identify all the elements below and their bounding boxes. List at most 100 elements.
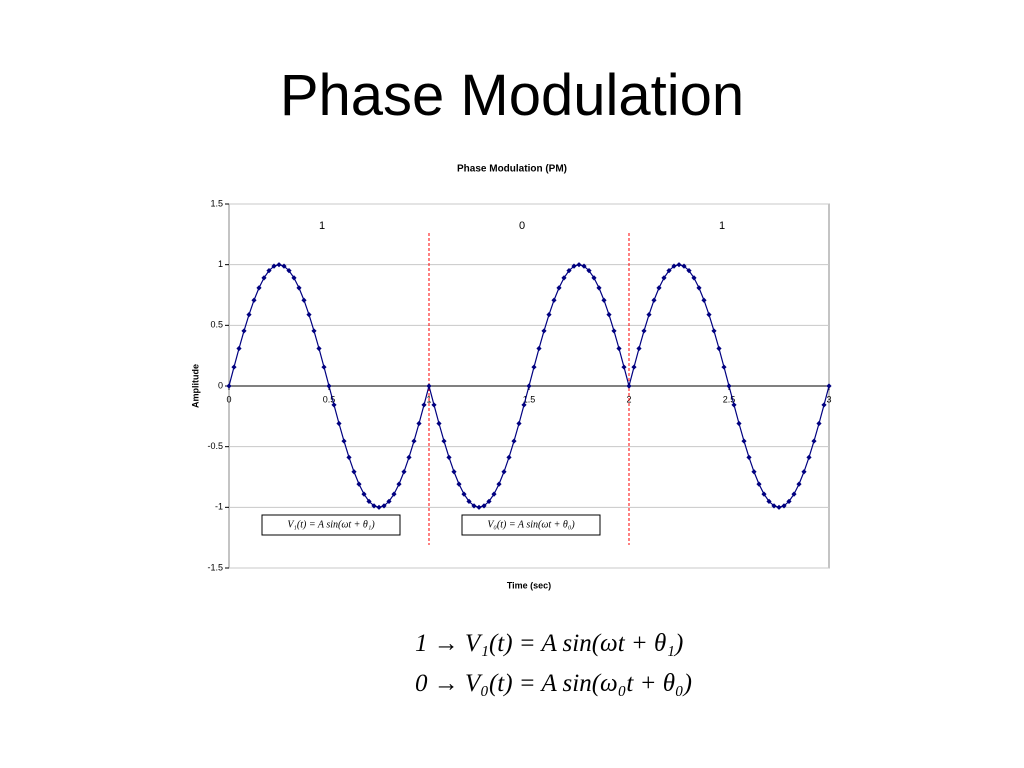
- data-point: [731, 402, 737, 408]
- data-point: [366, 498, 372, 504]
- box-equation: V₁(t) = A sin(ωt + θ₁): [287, 519, 375, 530]
- data-point: [321, 364, 327, 370]
- y-tick-label: 0: [218, 380, 223, 390]
- data-point: [346, 454, 352, 460]
- data-point: [401, 469, 407, 475]
- data-point: [606, 312, 612, 318]
- data-point: [651, 297, 657, 303]
- data-point: [711, 328, 717, 334]
- data-point: [576, 262, 582, 268]
- data-point: [751, 469, 757, 475]
- data-point: [676, 262, 682, 268]
- data-point: [701, 297, 707, 303]
- data-point: [756, 481, 762, 487]
- equation-box: [461, 514, 601, 536]
- data-point: [461, 491, 467, 497]
- bit-label: 0: [519, 220, 525, 232]
- data-point: [256, 285, 262, 291]
- data-point: [476, 504, 482, 510]
- data-point: [551, 297, 557, 303]
- data-point: [501, 469, 507, 475]
- bit-label: 1: [719, 220, 725, 232]
- data-point: [721, 364, 727, 370]
- data-point: [816, 420, 822, 427]
- y-tick-label: 0.5: [210, 320, 223, 330]
- data-point: [776, 504, 782, 510]
- equation: 1 → V₁(t) = A sin(ωt + θ₁): [415, 630, 684, 657]
- data-point: [706, 312, 712, 318]
- data-point: [806, 454, 812, 460]
- data-point: [746, 454, 752, 460]
- data-point: [421, 402, 427, 408]
- data-point: [386, 498, 392, 504]
- data-point: [526, 383, 532, 389]
- bit-label: 1: [319, 220, 325, 232]
- data-point: [446, 454, 452, 460]
- y-tick-label: 1.5: [210, 198, 223, 208]
- data-point: [506, 454, 512, 460]
- data-point: [636, 345, 642, 352]
- data-point: [821, 402, 827, 408]
- data-point: [271, 263, 277, 269]
- data-point: [826, 383, 832, 389]
- data-point: [696, 285, 702, 291]
- data-point: [296, 285, 302, 291]
- data-point: [581, 263, 587, 269]
- data-point: [246, 312, 252, 318]
- data-point: [281, 263, 287, 269]
- y-tick-label: -0.5: [207, 441, 223, 451]
- data-point: [666, 268, 672, 274]
- equation-box: [261, 514, 401, 536]
- data-point: [396, 481, 402, 487]
- data-point: [361, 491, 367, 497]
- data-point: [531, 364, 537, 370]
- data-point: [726, 383, 732, 389]
- data-point: [436, 420, 442, 427]
- data-point: [761, 491, 767, 497]
- y-tick-label: -1: [215, 502, 223, 512]
- data-point: [511, 438, 517, 444]
- data-point: [661, 275, 667, 281]
- data-point: [441, 438, 447, 444]
- data-point: [786, 498, 792, 504]
- data-point: [691, 275, 697, 281]
- data-point: [426, 383, 432, 389]
- data-point: [611, 328, 617, 334]
- data-point: [626, 383, 632, 389]
- data-point: [486, 498, 492, 504]
- data-point: [416, 420, 422, 427]
- data-point: [631, 364, 637, 370]
- data-point: [741, 438, 747, 444]
- data-point: [471, 503, 477, 509]
- box-equation: V₀(t) = A sin(ωt + θ₀): [487, 519, 575, 530]
- data-point: [546, 312, 552, 318]
- data-point: [481, 503, 487, 509]
- data-point: [571, 263, 577, 269]
- data-point: [491, 491, 497, 497]
- data-point: [406, 454, 412, 460]
- data-point: [351, 469, 357, 475]
- data-point: [521, 402, 527, 408]
- data-point: [561, 275, 567, 281]
- data-point: [356, 481, 362, 487]
- data-point: [681, 263, 687, 269]
- data-point: [656, 285, 662, 291]
- data-point: [516, 420, 522, 427]
- x-tick-label: 1.5: [523, 394, 536, 404]
- data-point: [621, 364, 627, 370]
- data-point: [541, 328, 547, 334]
- x-tick-label: 0.5: [323, 394, 336, 404]
- data-point: [341, 438, 347, 444]
- data-point: [336, 420, 342, 427]
- data-point: [811, 438, 817, 444]
- data-point: [466, 498, 472, 504]
- data-point: [251, 297, 257, 303]
- data-point: [261, 275, 267, 281]
- data-point: [231, 364, 237, 370]
- data-point: [376, 504, 382, 510]
- data-point: [781, 503, 787, 509]
- data-point: [596, 285, 602, 291]
- y-tick-label: 1: [218, 259, 223, 269]
